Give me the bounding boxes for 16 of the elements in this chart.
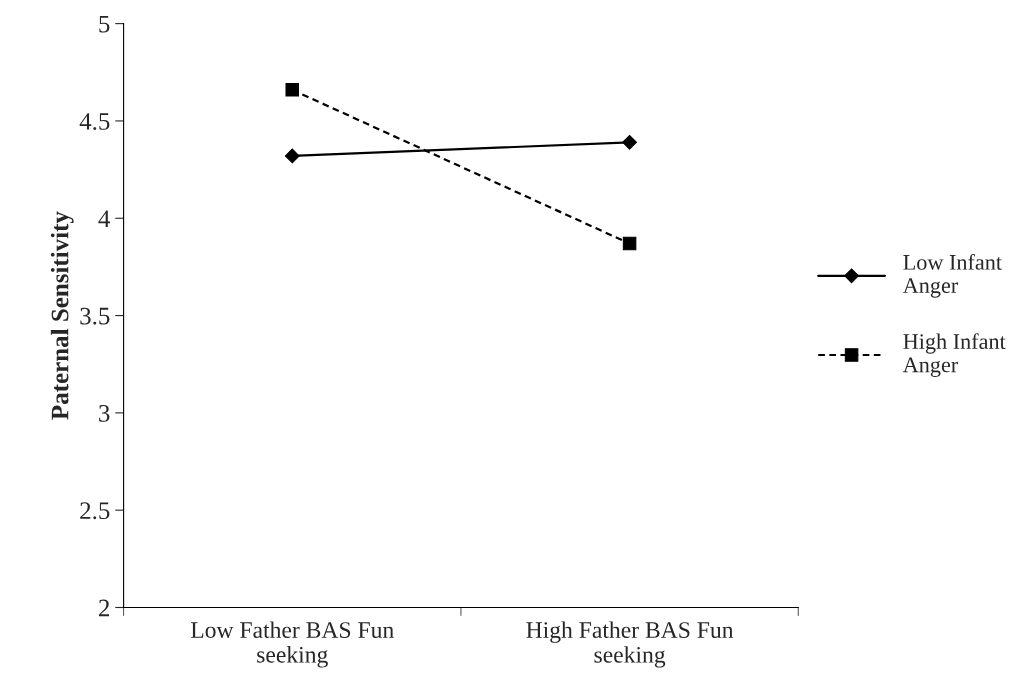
legend-label: High Infant Anger [902, 333, 1006, 377]
x-tick-label: High Father BAS Fun seeking [526, 621, 734, 668]
y-axis-title: Paternal Sensitivity [50, 211, 74, 420]
y-tick-label: 2.5 [80, 502, 110, 520]
y-tick-label: 4 [98, 210, 111, 227]
point [284, 148, 300, 164]
point [622, 236, 637, 251]
y-tick-label: 5 [99, 15, 110, 33]
point [285, 83, 300, 97]
x-tick-label: Low Father BAS Fun seeking [190, 621, 394, 668]
y-tick-label: 3.5 [80, 307, 110, 325]
point [622, 134, 637, 150]
y-tick-label: 3 [99, 404, 110, 422]
y-tick-label: 2 [99, 599, 110, 617]
y-tick-label: 4.5 [79, 113, 110, 130]
legend-label: Low Infant Anger [902, 253, 1002, 298]
